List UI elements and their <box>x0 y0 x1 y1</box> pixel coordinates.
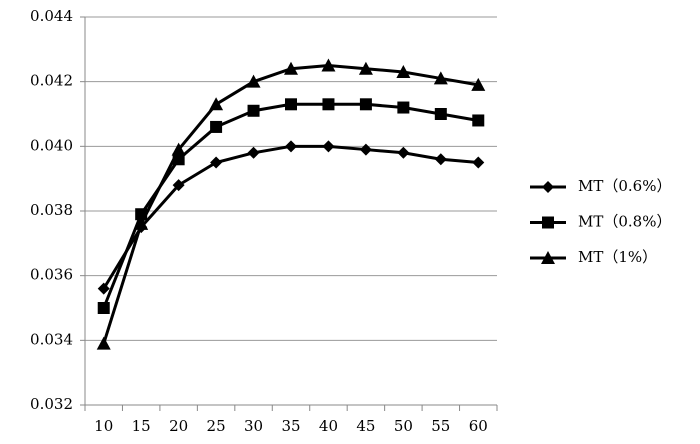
marker <box>359 98 372 111</box>
marker <box>246 74 261 88</box>
marker <box>397 101 410 114</box>
marker <box>396 64 411 78</box>
marker <box>210 156 223 169</box>
series-line <box>102 144 479 290</box>
marker <box>172 179 185 192</box>
marker <box>247 104 260 117</box>
x-tick-label: 10 <box>94 417 113 435</box>
x-tick-label: 55 <box>431 417 450 435</box>
marker <box>434 153 447 166</box>
marker <box>433 71 448 85</box>
marker <box>96 336 111 350</box>
marker <box>97 302 110 314</box>
marker <box>285 140 297 153</box>
x-tick-label: 60 <box>469 417 488 435</box>
marker <box>434 108 447 120</box>
marker <box>472 114 485 127</box>
legend-label: MT（0.6%） <box>578 177 671 195</box>
legend-label: MT（0.8%） <box>578 213 671 231</box>
marker <box>358 61 373 75</box>
marker <box>322 98 335 111</box>
marker <box>209 97 224 111</box>
y-tick-label: 0.042 <box>30 72 73 90</box>
x-tick-label: 40 <box>319 417 338 435</box>
legend-marker <box>542 181 554 193</box>
marker <box>210 120 223 133</box>
y-tick-label: 0.032 <box>30 395 73 413</box>
marker <box>285 98 297 111</box>
y-tick-label: 0.044 <box>30 7 73 25</box>
y-tick-label: 0.038 <box>30 201 73 219</box>
marker <box>171 142 186 156</box>
x-tick-label: 50 <box>394 417 413 435</box>
x-tick-label: 35 <box>281 417 300 435</box>
y-tick-label: 0.036 <box>30 266 73 284</box>
marker <box>322 140 335 153</box>
x-tick-label: 30 <box>244 417 263 435</box>
marker <box>471 77 486 91</box>
marker <box>284 61 298 75</box>
legend-marker <box>542 216 554 229</box>
legend-marker <box>541 251 555 264</box>
marker <box>359 143 372 156</box>
x-tick-label: 20 <box>169 417 188 435</box>
y-tick-label: 0.034 <box>30 330 73 348</box>
marker <box>97 282 110 295</box>
marker <box>397 146 410 159</box>
marker <box>134 216 149 230</box>
marker <box>472 156 485 169</box>
marker <box>247 146 260 159</box>
marker <box>321 58 336 72</box>
legend-label: MT（1%） <box>578 248 657 266</box>
x-tick-label: 25 <box>207 417 226 435</box>
x-tick-label: 15 <box>132 417 151 435</box>
x-tick-label: 45 <box>356 417 375 435</box>
y-tick-label: 0.040 <box>30 136 73 154</box>
